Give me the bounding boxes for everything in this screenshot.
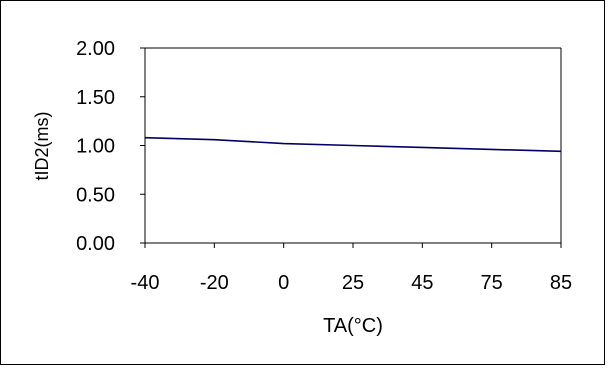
- x-tick-label: 0: [278, 272, 289, 294]
- y-tick-label: 0.50: [76, 184, 115, 206]
- y-tick-label: 1.00: [76, 136, 115, 158]
- y-axis-label: tID2(ms): [32, 112, 52, 181]
- x-tick-label: 75: [481, 272, 503, 294]
- x-tick-label: 85: [550, 272, 572, 294]
- y-tick-label: 2.00: [76, 38, 115, 60]
- x-tick-label: 45: [411, 272, 433, 294]
- x-axis-label: TA(°C): [323, 315, 383, 337]
- x-tick-label: -40: [131, 272, 160, 294]
- x-tick-label: -20: [200, 272, 229, 294]
- y-tick-label: 1.50: [76, 87, 115, 109]
- y-tick-label: 0.00: [76, 233, 115, 255]
- x-tick-label: 25: [342, 272, 364, 294]
